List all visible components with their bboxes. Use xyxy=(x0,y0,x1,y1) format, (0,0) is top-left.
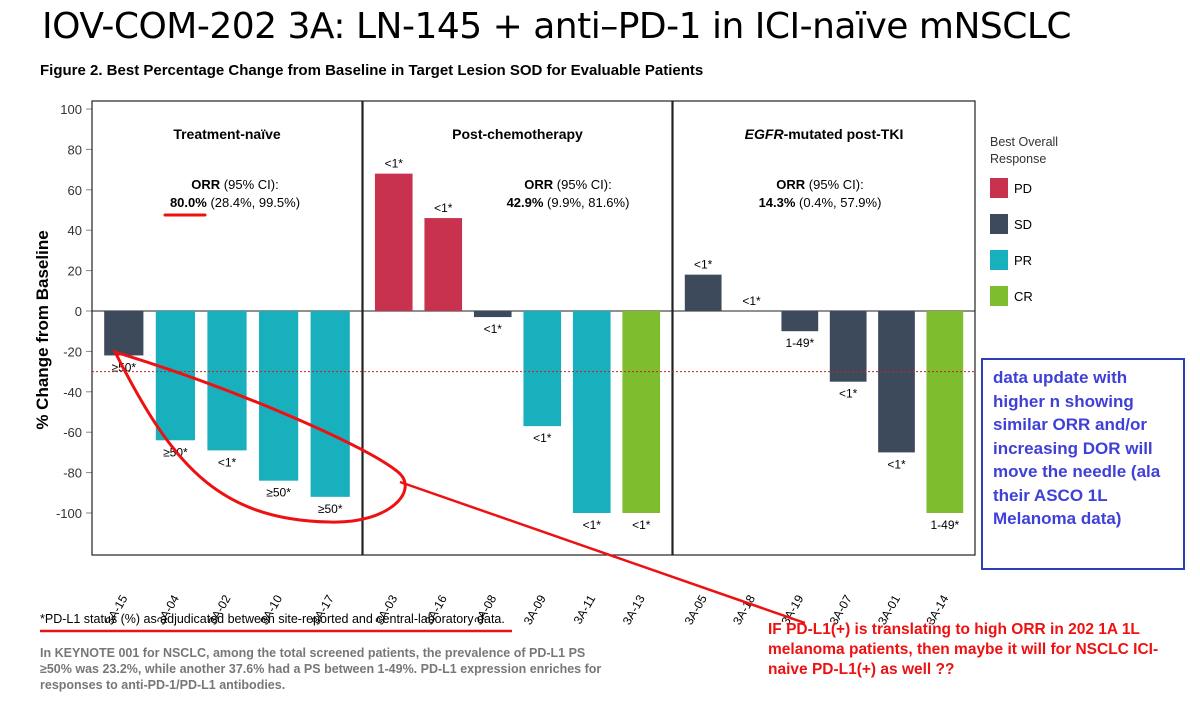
bar-3a-14 xyxy=(926,311,964,513)
bar-3a-16 xyxy=(424,218,463,311)
orr-ci-label: (95% CI): xyxy=(224,177,279,192)
panel-frame xyxy=(672,100,976,556)
y-tick-label: 80 xyxy=(68,142,82,157)
figure-title: Figure 2. Best Percentage Change from Ba… xyxy=(40,62,704,79)
pdl1-label: <1* xyxy=(839,387,858,401)
legend-title-line1: Best Overall xyxy=(990,135,1058,149)
y-tick-label: -80 xyxy=(63,466,82,481)
x-tick-label: 3A-13 xyxy=(620,592,648,627)
bar-3a-19 xyxy=(781,311,819,332)
bar-3a-07 xyxy=(829,311,867,382)
pdl1-label: <1* xyxy=(385,157,404,171)
orr-value: 14.3% xyxy=(759,195,799,210)
pdl1-label: <1* xyxy=(632,518,651,532)
y-tick-label: -40 xyxy=(63,385,82,400)
y-tick-label: -100 xyxy=(56,506,82,521)
bar-3a-10 xyxy=(258,311,299,481)
pdl1-label: <1* xyxy=(694,258,713,272)
bar-3a-13 xyxy=(622,311,661,513)
bar-3a-17 xyxy=(310,311,350,497)
x-tick-label: 3A-11 xyxy=(571,592,599,626)
orr-header: ORR (95% CI): xyxy=(191,177,278,192)
y-tick-label: 40 xyxy=(68,223,82,238)
pdl1-label: <1* xyxy=(218,455,237,469)
orr-header: ORR (95% CI): xyxy=(776,177,863,192)
bar-3a-01 xyxy=(878,311,915,453)
panel-title: Treatment-naïve xyxy=(173,126,281,142)
orr-value-line: 14.3% (0.4%, 57.9%) xyxy=(759,195,882,210)
panel-title-rest: -mutated post-TKI xyxy=(784,126,904,142)
legend-label-sd: SD xyxy=(1014,217,1032,232)
pdl1-label: <1* xyxy=(583,518,602,532)
legend-swatch-pd xyxy=(990,178,1008,198)
orr-range: (28.4%, 99.5%) xyxy=(210,195,300,210)
y-tick-label: -60 xyxy=(63,425,82,440)
slide-title: IOV-COM-202 3A: LN-145 + anti–PD-1 in IC… xyxy=(42,6,1072,47)
y-tick-label: 60 xyxy=(68,183,82,198)
y-tick-label: -20 xyxy=(63,344,82,359)
orr-label: ORR xyxy=(524,177,557,192)
bar-3a-09 xyxy=(523,311,562,427)
bar-3a-15 xyxy=(104,311,144,356)
legend-swatch-cr xyxy=(990,286,1008,306)
pdl1-hypothesis-callout: IF PD-L1(+) is translating to high ORR i… xyxy=(768,621,1159,678)
bar-3a-03 xyxy=(374,173,413,311)
orr-ci-label: (95% CI): xyxy=(809,177,864,192)
bar-3a-05 xyxy=(684,274,722,311)
pdl1-label: <1* xyxy=(484,322,503,336)
pdl1-label: <1* xyxy=(533,431,552,445)
legend-label-pd: PD xyxy=(1014,181,1032,196)
legend-title-line2: Response xyxy=(990,152,1046,166)
pdl1-label: <1* xyxy=(887,457,906,471)
bar-3a-02 xyxy=(207,311,247,451)
bar-3a-08 xyxy=(473,311,512,318)
orr-ci-label: (95% CI): xyxy=(557,177,612,192)
legend-swatch-pr xyxy=(990,250,1008,270)
connector-line xyxy=(399,480,806,625)
legend-label-cr: CR xyxy=(1014,289,1033,304)
orr-value-line: 80.0% (28.4%, 99.5%) xyxy=(170,195,300,210)
orr-label: ORR xyxy=(191,177,224,192)
data-update-callout: data update with higher n showing simila… xyxy=(981,358,1185,570)
panel-frame xyxy=(362,100,673,556)
orr-header: ORR (95% CI): xyxy=(524,177,611,192)
panel-title: EGFR-mutated post-TKI xyxy=(745,126,904,142)
pdl1-label: <1* xyxy=(434,201,453,215)
legend-swatch-sd xyxy=(990,214,1008,234)
orr-range: (0.4%, 57.9%) xyxy=(799,195,881,210)
pdl1-footnote: *PD-L1 status (%) as adjudicated between… xyxy=(40,612,505,626)
panel-title: Post-chemotherapy xyxy=(452,126,583,142)
pdl1-label: <1* xyxy=(742,294,761,308)
pdl1-label: ≥50* xyxy=(266,486,291,500)
bar-3a-11 xyxy=(572,311,611,513)
orr-value: 80.0% xyxy=(170,195,210,210)
orr-value: 42.9% xyxy=(507,195,547,210)
circle-annotation xyxy=(112,349,407,524)
y-tick-label: 0 xyxy=(75,304,82,319)
y-tick-label: 20 xyxy=(68,264,82,279)
panel-frame xyxy=(91,100,363,556)
orr-range: (9.9%, 81.6%) xyxy=(547,195,629,210)
panel-title-italic: EGFR xyxy=(745,126,785,142)
orr-value-line: 42.9% (9.9%, 81.6%) xyxy=(507,195,630,210)
pdl1-label: 1-49* xyxy=(930,518,959,532)
y-tick-label: 100 xyxy=(60,102,82,117)
pdl1-label: ≥50* xyxy=(318,502,343,516)
keynote-note: In KEYNOTE 001 for NSCLC, among the tota… xyxy=(40,646,602,692)
x-tick-label: 3A-09 xyxy=(521,592,549,627)
x-tick-label: 3A-05 xyxy=(682,592,710,627)
legend-label-pr: PR xyxy=(1014,253,1032,268)
orr-label: ORR xyxy=(776,177,809,192)
pdl1-label: 1-49* xyxy=(785,336,814,350)
y-axis-label: % Change from Baseline xyxy=(33,230,52,429)
